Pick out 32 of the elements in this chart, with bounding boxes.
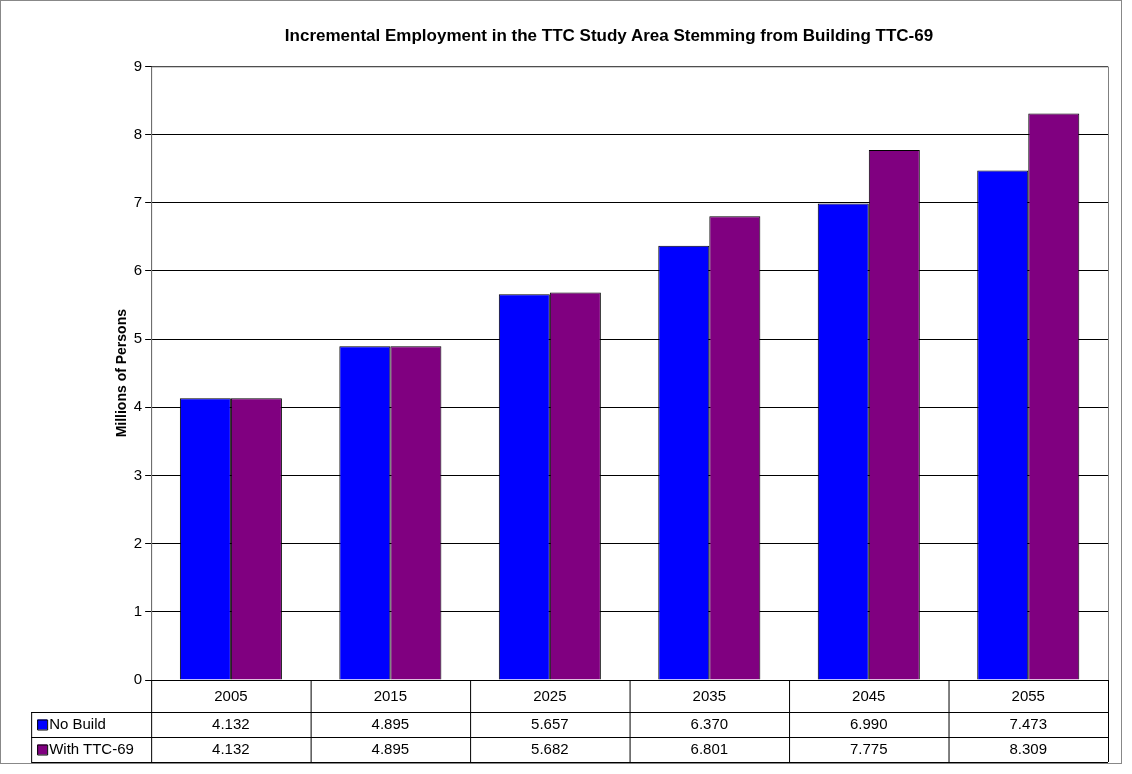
legend-label: No Build [49,714,106,732]
y-tick-label: 4 [133,397,143,415]
y-axis-title: Millions of Persons [113,308,130,438]
y-tick-label: 0 [133,670,143,688]
x-tick-label: 2015 [373,687,408,705]
legend-label: With TTC-69 [49,739,134,757]
y-tick-label: 7 [133,192,143,210]
y-tick-label: 3 [133,465,143,483]
x-tick-label: 2045 [852,687,886,705]
data-label: 4.132 [212,739,250,757]
data-label: 4.895 [371,714,410,732]
x-tick-label: 2035 [692,687,726,705]
chart-title: Incremental Employment in the TTC Study Area Stemming from Building TTC-69 [284,25,934,45]
data-label: 7.775 [850,739,888,757]
y-tick-label: 8 [133,124,143,142]
data-label: 5.657 [531,714,569,732]
data-label: 6.990 [850,714,888,732]
y-tick-label: 9 [133,56,143,74]
x-tick-label: 2055 [1011,687,1045,705]
data-label: 8.309 [1009,739,1048,757]
y-tick-label: 1 [133,601,143,619]
data-label: 5.682 [531,739,569,757]
data-label: 4.895 [371,739,410,757]
y-tick-label: 5 [133,329,143,347]
y-tick-label: 2 [133,533,143,551]
x-tick-label: 2025 [533,687,567,705]
y-tick-label: 6 [133,261,143,279]
data-label: 7.473 [1009,714,1048,732]
data-label: 6.801 [690,739,729,757]
data-label: 6.370 [690,714,729,732]
data-label: 4.132 [212,714,250,732]
x-tick-label: 2005 [214,687,248,705]
